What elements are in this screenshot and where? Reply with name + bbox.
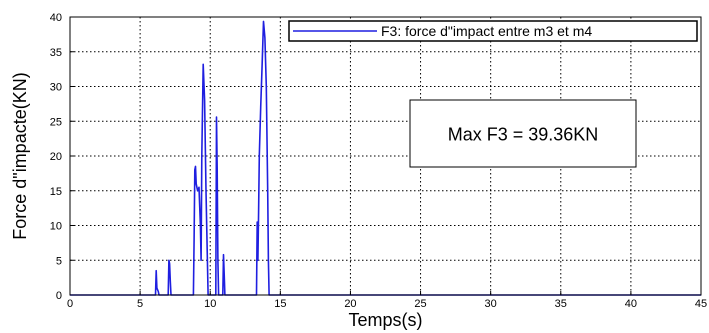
max-annotation-text: Max F3 = 39.36KN xyxy=(448,125,599,145)
legend-label-f3: F3: force d"impact entre m3 et m4 xyxy=(381,23,592,39)
x-axis-label: Temps(s) xyxy=(348,310,422,330)
x-tick-label: 25 xyxy=(414,298,426,310)
y-tick-label: 15 xyxy=(50,186,62,198)
y-tick-label: 25 xyxy=(50,116,62,128)
y-tick-label: 20 xyxy=(50,151,62,163)
x-tick-label: 0 xyxy=(67,298,73,310)
x-tick-label: 20 xyxy=(344,298,356,310)
y-tick-label: 40 xyxy=(50,12,62,24)
x-tick-label: 5 xyxy=(137,298,143,310)
legend-box xyxy=(288,20,698,42)
x-tick-label: 30 xyxy=(485,298,497,310)
y-tick-label: 35 xyxy=(50,47,62,59)
max-annotation: Max F3 = 39.36KN xyxy=(409,99,637,168)
y-tick-label: 0 xyxy=(56,290,62,302)
x-tick-label: 10 xyxy=(204,298,216,310)
y-tick-label: 10 xyxy=(50,221,62,233)
y-axis-label: Force d"impacte(KN) xyxy=(10,72,30,239)
x-tick-label: 45 xyxy=(695,298,707,310)
data-layer xyxy=(70,20,701,296)
y-tick-label: 30 xyxy=(50,82,62,94)
x-tick-label: 40 xyxy=(625,298,637,310)
grid-layer xyxy=(70,17,701,295)
y-tick-label: 5 xyxy=(56,255,62,267)
tick-layer: 0 5 10 15 20 25 30 35 40 45 0 5 10 15 20 25 30 35 40 xyxy=(50,12,707,310)
x-tick-label: 15 xyxy=(274,298,286,310)
series-line-f3 xyxy=(70,20,701,296)
max-annotation-box xyxy=(409,99,637,168)
x-tick-label: 35 xyxy=(555,298,567,310)
legend: F3: force d"impact entre m3 et m4 xyxy=(288,20,698,42)
